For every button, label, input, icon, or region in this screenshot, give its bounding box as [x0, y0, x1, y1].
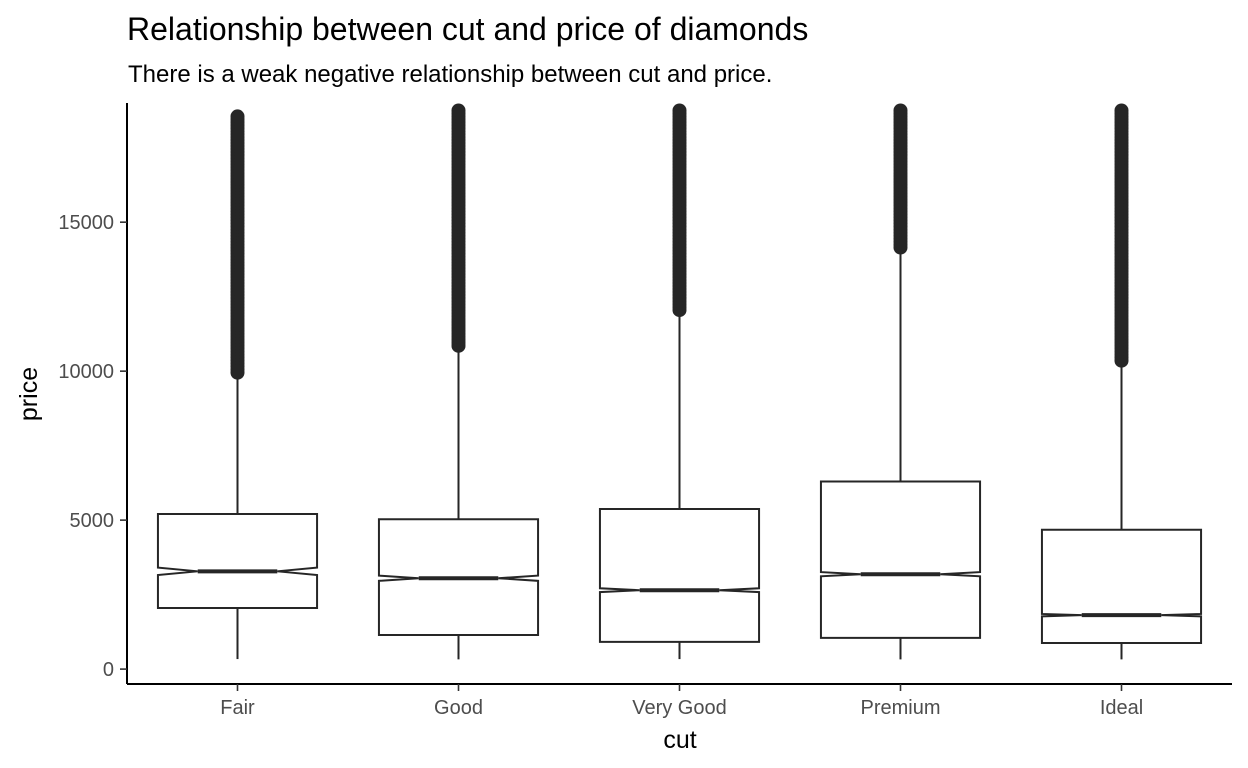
box-body: [598, 508, 761, 643]
x-tick-label: Very Good: [632, 697, 727, 719]
outlier-point: [230, 109, 245, 124]
outlier-point: [451, 103, 466, 118]
box-good: [377, 103, 540, 660]
x-tick-label: Fair: [220, 697, 255, 719]
box-ideal: [1040, 103, 1203, 660]
y-axis-title: price: [15, 367, 43, 421]
y-tick-label: 5000: [70, 510, 115, 532]
y-tick-label: 15000: [58, 212, 114, 234]
y-tick-label: 0: [103, 659, 114, 681]
box-body: [819, 480, 982, 639]
box-fair: [156, 109, 319, 660]
box-very-good: [598, 103, 761, 660]
outlier-point: [893, 103, 908, 118]
chart-title: Relationship between cut and price of di…: [127, 11, 808, 47]
box-body: [1040, 528, 1203, 644]
x-axis-ticks: Fair Good Very Good Premium Ideal: [220, 684, 1143, 719]
y-axis-ticks: 0 5000 10000 15000: [58, 212, 127, 681]
box-premium: [819, 103, 982, 660]
x-tick-label: Ideal: [1100, 697, 1143, 719]
box-body: [156, 512, 319, 610]
plot-area: [156, 103, 1203, 660]
outlier-point: [672, 103, 687, 118]
chart-subtitle: There is a weak negative relationship be…: [128, 61, 772, 88]
outlier-point: [1114, 103, 1129, 118]
x-tick-label: Good: [434, 697, 483, 719]
x-axis-title: cut: [663, 726, 696, 754]
y-tick-label: 10000: [58, 361, 114, 383]
x-tick-label: Premium: [860, 697, 940, 719]
